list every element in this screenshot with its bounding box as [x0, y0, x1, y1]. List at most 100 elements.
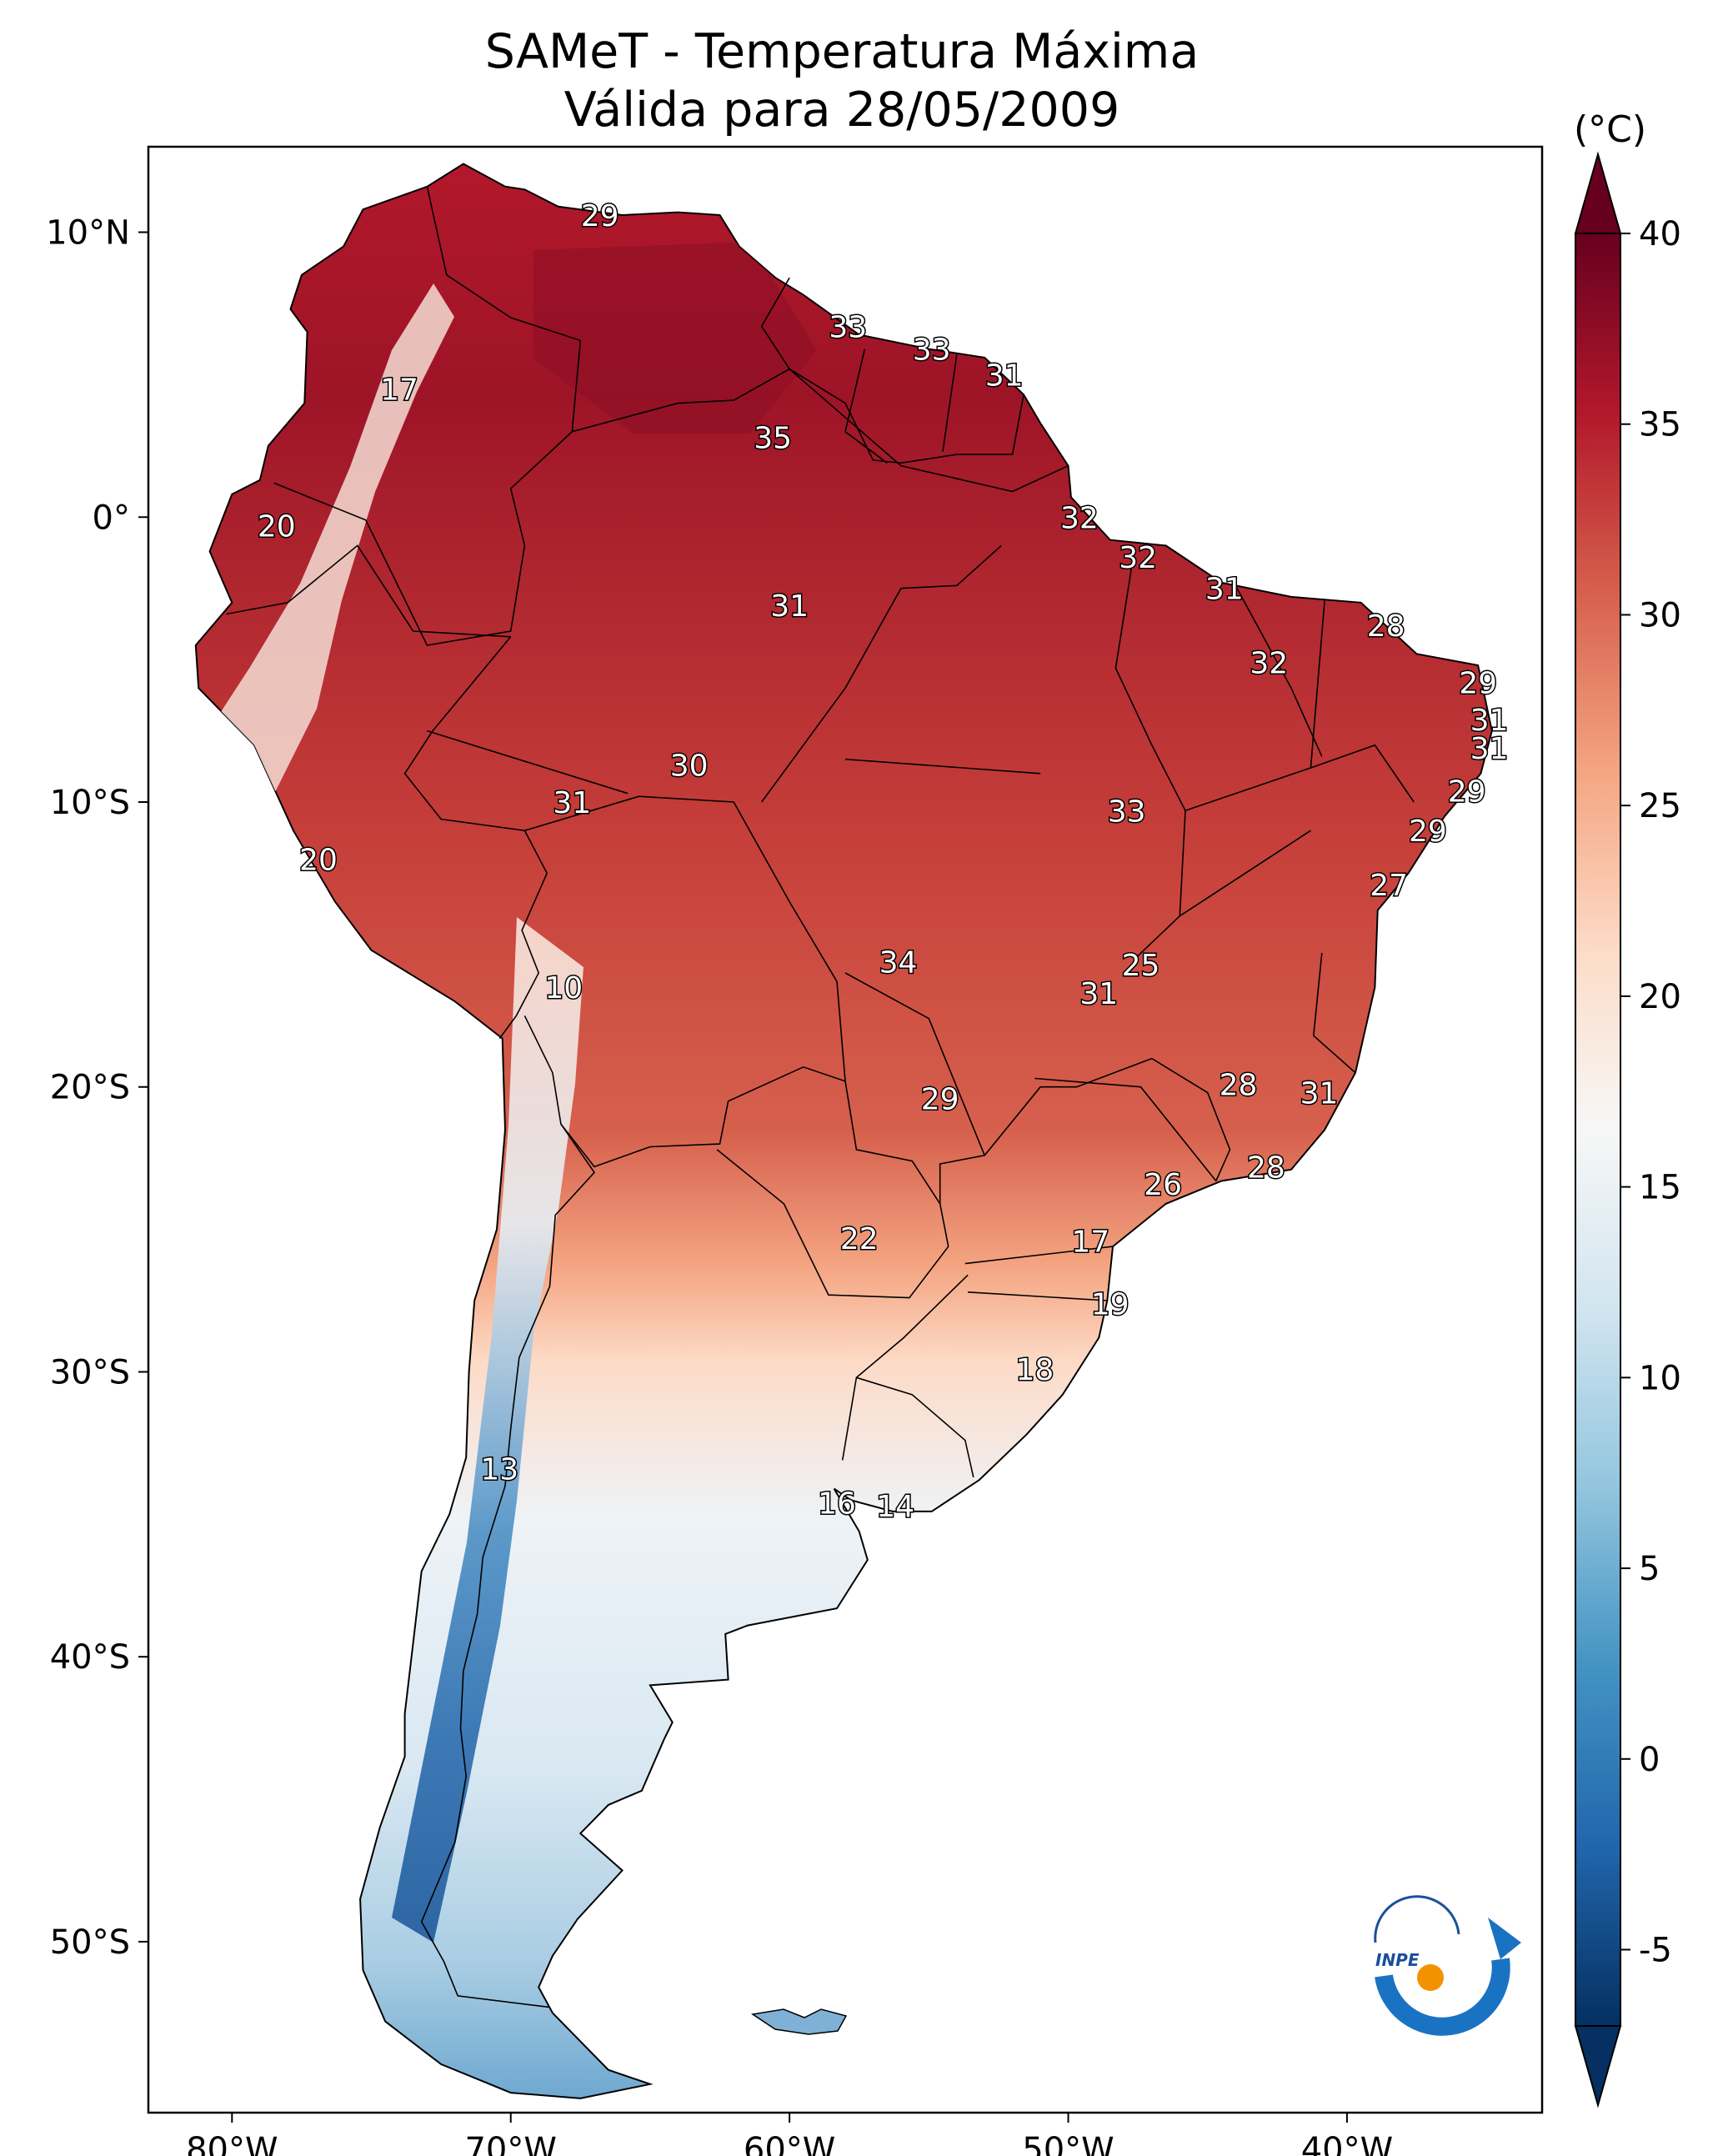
station-label: 32: [1119, 541, 1157, 575]
station-label: 32: [1060, 501, 1099, 535]
colorbar-tick-label: 40: [1639, 215, 1681, 253]
border-line: [761, 544, 1002, 803]
station-label: 29: [581, 199, 619, 233]
station-label: 18: [1015, 1353, 1054, 1387]
colorbar-tick-label: 0: [1639, 1741, 1660, 1779]
border-line: [572, 277, 791, 433]
map-subtitle: Válida para 28/05/2009: [563, 83, 1120, 138]
logo-arrow: [1488, 1918, 1521, 1959]
station-label: 31: [985, 358, 1024, 393]
colorbar-tick-label: 20: [1639, 978, 1681, 1016]
logo-arc: [1375, 1958, 1510, 2036]
colorbar-tick-label: 35: [1639, 406, 1681, 444]
border-line: [1034, 1077, 1217, 1181]
lat-tick-label: 50°S: [50, 1923, 130, 1962]
axis-ticks: 80°W 70°W 60°W 50°W 40°W 10°N 0° 10°S 20°S 30°S 40…: [46, 214, 1393, 2156]
border-line: [964, 1246, 1114, 1265]
station-label: 31: [1079, 977, 1118, 1011]
colorbar-tick-label: 5: [1639, 1550, 1660, 1588]
lat-tick-label: 10°N: [46, 214, 130, 253]
station-label: 29: [921, 1082, 959, 1116]
station-label: 32: [1250, 647, 1288, 681]
country-borders: [226, 186, 1415, 2008]
colorbar: (°C) 40 35 30 25 20 15 10 5 0 -5: [1574, 108, 1681, 2108]
border-line: [1312, 953, 1356, 1074]
lon-tick-label: 40°W: [1301, 2131, 1393, 2156]
lon-tick-label: 80°W: [186, 2131, 278, 2156]
falkland-islands: [750, 2008, 848, 2035]
station-label: 28: [1247, 1151, 1285, 1185]
colorbar-unit: (°C): [1574, 108, 1646, 151]
border-line: [226, 544, 511, 638]
colorbar-bar: [1575, 233, 1621, 2027]
lat-tick-label: 10°S: [50, 784, 130, 822]
station-label: 28: [1220, 1068, 1258, 1102]
colorbar-tick-label: 30: [1639, 596, 1681, 634]
logo-text: INPE: [1375, 1950, 1420, 1970]
border-line: [1114, 562, 1186, 957]
warm-core-region: [533, 242, 817, 434]
lat-tick-label: 30°S: [50, 1353, 130, 1391]
station-label: 17: [1071, 1225, 1109, 1259]
lon-tick-label: 70°W: [464, 2131, 556, 2156]
station-label: 33: [829, 310, 867, 344]
lon-tick-label: 60°W: [744, 2131, 835, 2156]
colorbar-tick-label: 10: [1639, 1359, 1681, 1397]
station-label: 26: [1144, 1168, 1182, 1202]
station-label: 10: [544, 971, 583, 1005]
station-label: 27: [1370, 869, 1408, 903]
station-label: 17: [380, 374, 418, 408]
colorbar-max-arrow: [1574, 151, 1622, 234]
border-line: [942, 354, 958, 452]
border-line: [939, 1057, 1231, 1204]
border-line: [1235, 584, 1323, 757]
station-label: 25: [1122, 949, 1160, 983]
station-label: 34: [879, 945, 918, 980]
station-label: 35: [754, 422, 792, 456]
station-label: 29: [1409, 815, 1447, 849]
lon-tick-label: 50°W: [1022, 2131, 1114, 2156]
station-label: 19: [1091, 1288, 1129, 1322]
station-label: 16: [818, 1487, 856, 1522]
border-line: [716, 1081, 949, 1299]
colorbar-tick-label: 25: [1639, 787, 1681, 825]
station-label: 31: [1470, 732, 1509, 766]
logo-sun: [1417, 1964, 1444, 1991]
south-america-land: [194, 163, 1493, 2099]
colorbar-min-arrow: [1574, 2025, 1622, 2108]
border-line: [427, 730, 629, 795]
border-line: [968, 1291, 1108, 1301]
station-label: 30: [670, 750, 709, 784]
border-line: [1185, 744, 1415, 812]
inpe-logo: INPE: [1374, 1895, 1521, 2036]
border-line: [1310, 599, 1325, 769]
andes-highlands-north: [196, 283, 454, 825]
station-label: 20: [299, 843, 338, 877]
lat-tick-label: 0°: [93, 499, 130, 537]
border-line: [789, 368, 1024, 464]
station-label: 14: [876, 1490, 914, 1524]
station-label: 28: [1367, 609, 1405, 644]
border-line: [1179, 830, 1311, 917]
station-label: 33: [913, 333, 951, 368]
border-line: [841, 1274, 969, 1461]
station-label: 22: [840, 1222, 879, 1256]
border-line: [844, 972, 985, 1156]
colorbar-ticks: 40 35 30 25 20 15 10 5 0 -5: [1620, 215, 1681, 1970]
border-line: [273, 186, 582, 646]
border-line: [844, 758, 1041, 775]
logo-orbit: [1374, 1895, 1460, 1943]
station-label: 31: [553, 786, 591, 820]
station-label: 13: [480, 1453, 518, 1487]
border-line: [844, 348, 888, 464]
station-label: 20: [258, 510, 296, 544]
lat-tick-label: 40°S: [50, 1638, 130, 1677]
station-label: 31: [1300, 1077, 1339, 1111]
colorbar-tick-label: -5: [1639, 1932, 1672, 1970]
border-line: [403, 636, 548, 1040]
station-label: 31: [1470, 704, 1509, 738]
border-line: [420, 1123, 596, 2008]
station-label: 31: [1205, 573, 1244, 607]
